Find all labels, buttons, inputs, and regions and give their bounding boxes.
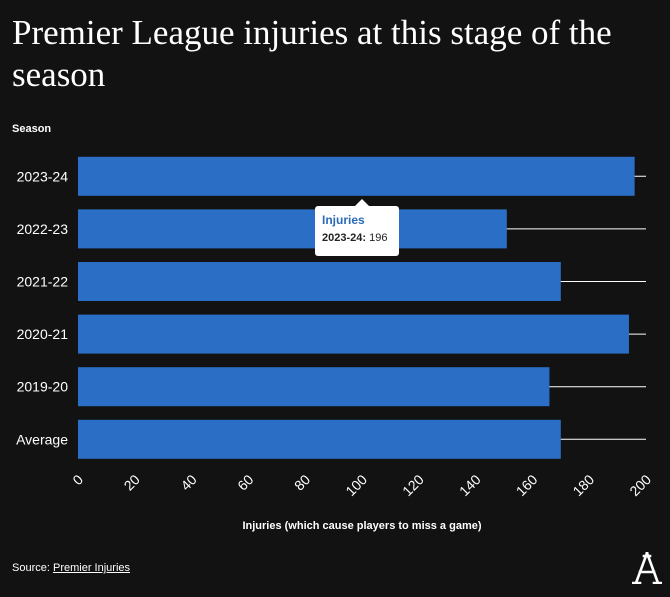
x-tick-label: 0 xyxy=(69,471,86,488)
athletic-logo xyxy=(632,552,662,584)
source-note: Source: Premier Injuries xyxy=(12,562,130,574)
tooltip-label: 2023-24: xyxy=(322,232,367,244)
source-link[interactable]: Premier Injuries xyxy=(52,562,131,574)
y-tick-label: 2022-23 xyxy=(17,221,69,237)
y-tick-label: 2019-20 xyxy=(17,379,69,395)
bar xyxy=(78,156,635,196)
x-tick-label: 140 xyxy=(456,471,484,499)
x-tick-label: 80 xyxy=(291,471,313,493)
bar xyxy=(78,314,629,354)
bar xyxy=(78,367,550,407)
bar xyxy=(78,262,561,301)
x-tick-label: 40 xyxy=(177,471,199,493)
x-axis-title: Injuries (which cause players to miss a … xyxy=(242,520,481,532)
tooltip: Injuries 2023-24: 196 xyxy=(315,199,399,256)
x-tick-label: 200 xyxy=(626,471,654,499)
x-tick-label: 160 xyxy=(513,471,541,499)
x-tick-label: 120 xyxy=(399,471,427,499)
y-axis-title: Season xyxy=(12,123,52,135)
tooltip-value: 196 xyxy=(369,232,388,244)
y-tick-label: 2020-21 xyxy=(17,326,69,342)
bar xyxy=(78,209,507,249)
bars xyxy=(78,156,635,459)
bar xyxy=(78,419,561,459)
source-prefix: Source: xyxy=(12,562,50,574)
tooltip-line: 2023-24: 196 xyxy=(322,230,392,247)
y-tick-label: 2023-24 xyxy=(17,168,69,184)
x-tick-label: 20 xyxy=(121,471,143,493)
y-axis-labels: 2023-24 2022-23 2021-22 2020-21 2019-20 Avera… xyxy=(16,168,68,447)
x-axis-ticks: 0 20 40 60 80 100 120 140 160 180 200 xyxy=(69,471,654,499)
y-tick-label: 2021-22 xyxy=(17,274,69,290)
tooltip-title: Injuries xyxy=(322,213,365,227)
x-tick-label: 180 xyxy=(569,471,597,499)
y-tick-label: Average xyxy=(16,431,68,447)
x-tick-label: 60 xyxy=(234,471,256,493)
x-tick-label: 100 xyxy=(342,471,370,499)
chart-title: Premier League injuries at this stage of… xyxy=(12,13,612,94)
